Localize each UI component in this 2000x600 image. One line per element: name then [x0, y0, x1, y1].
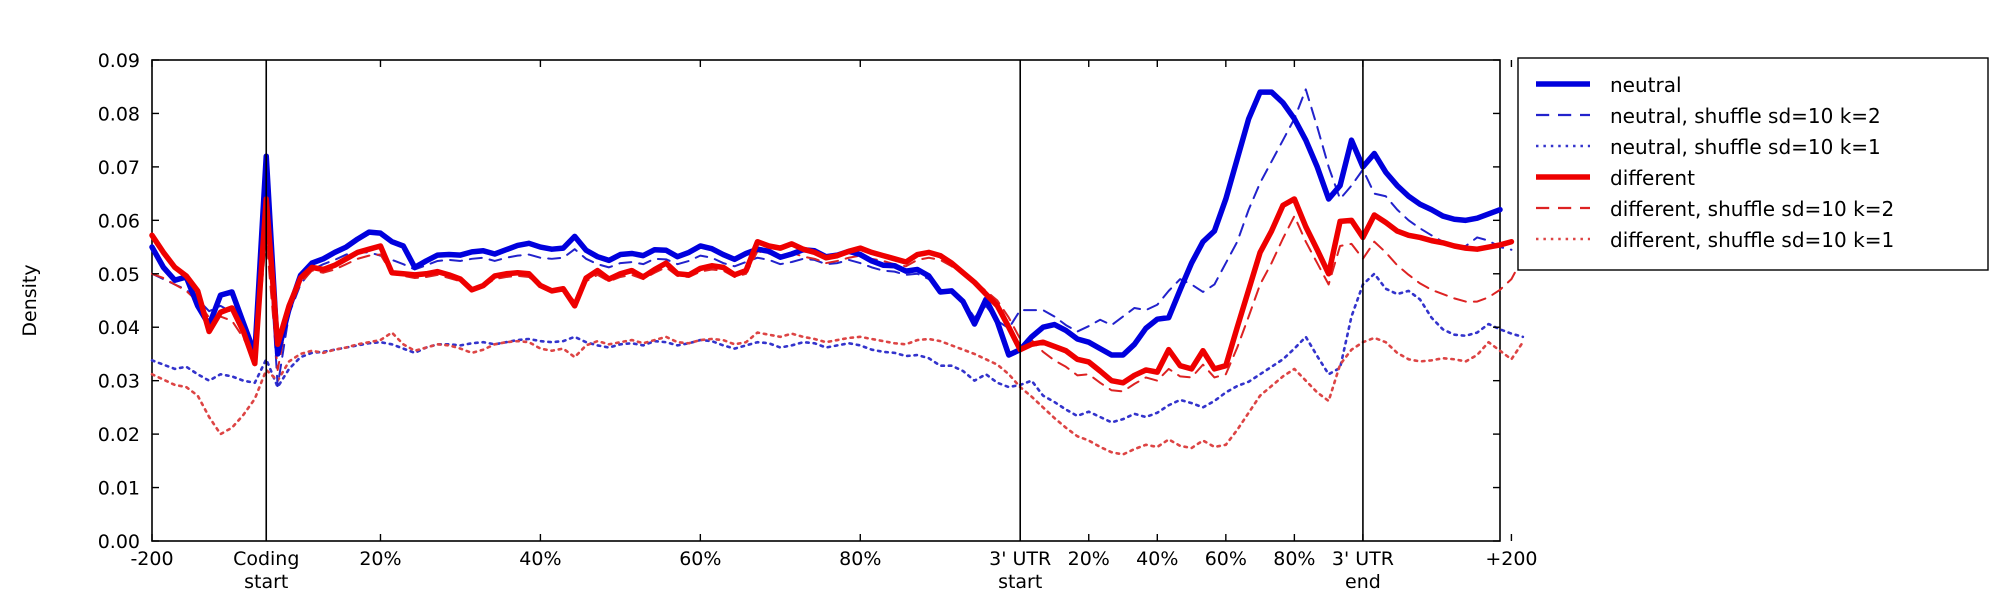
series-line-different	[149, 196, 1515, 386]
x-tick-label: +200	[1485, 548, 1537, 570]
y-tick-label: 0.01	[98, 478, 140, 500]
y-tick-label: 0.05	[98, 264, 140, 286]
x-tick-label: 60%	[679, 548, 721, 570]
y-tick-label: 0.06	[98, 210, 140, 232]
x-tick-label-line2: start	[244, 571, 288, 593]
x-tick-label: 60%	[1205, 548, 1247, 570]
x-tick-label: -200	[130, 548, 173, 570]
x-tick-label: 20%	[359, 548, 401, 570]
legend-label: different, shuffle sd=10 k=1	[1610, 228, 1894, 252]
y-tick-label: 0.08	[98, 103, 140, 125]
legend-item[interactable]: different	[1536, 166, 1695, 190]
legend-item[interactable]: neutral, shuffle sd=10 k=1	[1536, 135, 1881, 159]
y-tick-label: 0.02	[98, 424, 140, 446]
region-separators	[265, 60, 1364, 541]
x-tick-label: 80%	[839, 548, 881, 570]
y-tick-label: 0.09	[98, 50, 140, 72]
legend-item[interactable]: neutral	[1536, 73, 1682, 97]
chart-legend: neutral neutral, shuffle sd=10 k=2 neutral…	[1517, 57, 1989, 271]
y-tick-label: 0.00	[98, 531, 140, 553]
x-tick-label: 20%	[1068, 548, 1110, 570]
y-tick-label: 0.07	[98, 157, 140, 179]
plot-frame	[151, 59, 1501, 542]
legend-box	[1517, 57, 1989, 271]
legend-label: neutral	[1610, 73, 1682, 97]
y-axis-title: Density	[19, 264, 41, 336]
x-tick-label-line2: start	[998, 571, 1042, 593]
x-tick-label: 3' UTR	[989, 548, 1051, 570]
series-line-different-shuffle-sd-10-k-1	[150, 331, 1525, 456]
legend-label: different	[1610, 166, 1695, 190]
legend-item[interactable]: neutral, shuffle sd=10 k=2	[1536, 104, 1881, 128]
legend-label: neutral, shuffle sd=10 k=2	[1610, 104, 1881, 128]
series-layer	[149, 88, 1525, 456]
y-tick-label: 0.04	[98, 317, 140, 339]
x-tick-label: Coding	[233, 548, 299, 570]
x-tick-label: 40%	[519, 548, 561, 570]
x-tick-label: 80%	[1273, 548, 1315, 570]
y-axis-title-text: Density	[19, 264, 41, 336]
legend-label: neutral, shuffle sd=10 k=1	[1610, 135, 1881, 159]
legend-item[interactable]: different, shuffle sd=10 k=2	[1536, 197, 1894, 221]
y-tick-label: 0.03	[98, 371, 140, 393]
series-line-neutral-shuffle-sd-10-k-1	[150, 272, 1525, 424]
x-tick-label: 40%	[1136, 548, 1178, 570]
legend-item[interactable]: different, shuffle sd=10 k=1	[1536, 228, 1894, 252]
plot-area	[151, 59, 1501, 542]
x-tick-label: 3' UTR	[1332, 548, 1394, 570]
x-tick-label-line2: end	[1345, 571, 1381, 593]
axes-layer: 0.00 0.01 0.02 0.03 0.04 0.05 0.06 0.07 0.08 0.09…	[98, 50, 1538, 593]
series-line-different-shuffle-sd-10-k-2	[151, 215, 1524, 393]
legend-label: different, shuffle sd=10 k=2	[1610, 197, 1894, 221]
